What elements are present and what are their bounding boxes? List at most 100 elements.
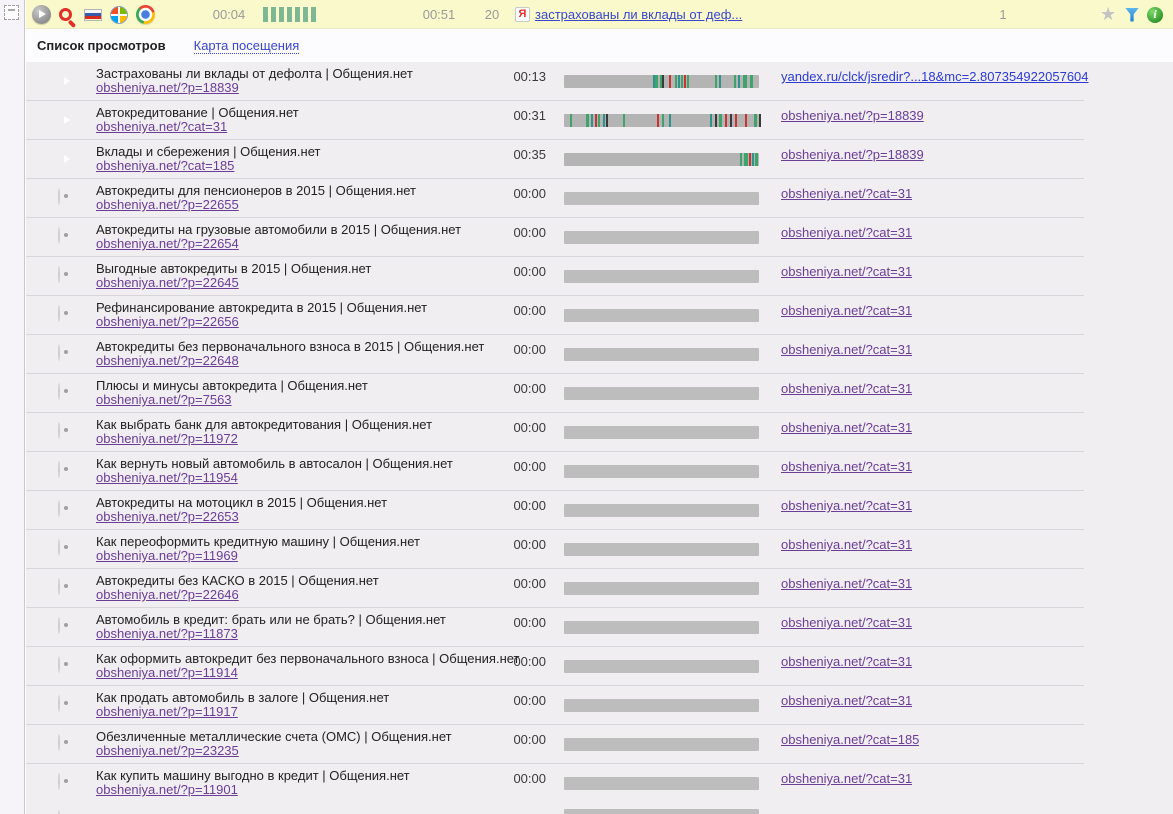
page-url-link[interactable]: obsheniya.net/?p=11917 — [96, 704, 238, 719]
referrer-link[interactable]: obsheniya.net/?cat=31 — [781, 186, 913, 201]
timeline-bar — [564, 809, 759, 814]
page-url-link[interactable]: obsheniya.net/?p=11972 — [96, 431, 238, 446]
info-icon: i — [1147, 6, 1163, 23]
table-row: Застрахованы ли вклады от дефолта | Обще… — [26, 62, 1173, 101]
timeline-bar — [564, 114, 761, 127]
table-row: Автокредиты без первоначального взноса в… — [26, 335, 1173, 374]
referrer-link[interactable]: yandex.ru/clck/jsredir?...18&mc=2.807354… — [781, 69, 1089, 84]
row-play-button[interactable] — [57, 422, 61, 439]
record-dot-icon — [58, 461, 60, 478]
referrer-link[interactable]: obsheniya.net/?cat=31 — [781, 576, 913, 591]
row-play-button[interactable] — [57, 266, 61, 283]
search-query-link[interactable]: застрахованы ли вклады от деф... — [535, 7, 743, 22]
row-play-button[interactable] — [57, 188, 61, 205]
table-row: Автокредиты на грузовые автомобили в 201… — [26, 218, 1173, 257]
tab-visit-map[interactable]: Карта посещения — [193, 37, 300, 54]
record-dot-icon — [58, 539, 60, 556]
row-titles: Как вернуть новый автомобиль в автосалон… — [96, 457, 516, 485]
row-play-button[interactable] — [57, 500, 61, 517]
row-play-button[interactable] — [57, 305, 61, 322]
referrer: obsheniya.net/?cat=31 — [781, 381, 912, 396]
page-url-link[interactable]: obsheniya.net/?p=22653 — [96, 509, 239, 524]
row-play-button[interactable] — [57, 461, 61, 478]
collapse-window-icon[interactable] — [4, 5, 19, 20]
referrer-link[interactable]: obsheniya.net/?cat=31 — [781, 537, 913, 552]
referrer-link[interactable]: obsheniya.net/?cat=31 — [781, 225, 913, 240]
referrer-link[interactable]: obsheniya.net/?cat=31 — [781, 693, 913, 708]
page-url-link[interactable]: obsheniya.net/?p=11969 — [96, 548, 238, 563]
timeline-bar — [564, 621, 759, 634]
row-play-button[interactable] — [57, 344, 61, 361]
info-button[interactable]: i — [1147, 0, 1163, 29]
referrer: obsheniya.net/?cat=31 — [781, 303, 912, 318]
row-play-button[interactable] — [57, 656, 61, 673]
page-url-link[interactable]: obsheniya.net/?p=22654 — [96, 236, 239, 251]
referrer-link[interactable]: obsheniya.net/?cat=31 — [781, 459, 913, 474]
referrer-link[interactable]: obsheniya.net/?cat=31 — [781, 654, 913, 669]
tab-views-list[interactable]: Список просмотров — [37, 38, 166, 53]
referrer-link[interactable]: obsheniya.net/?cat=31 — [781, 264, 913, 279]
referrer-link[interactable]: obsheniya.net/?p=18839 — [781, 108, 924, 123]
page-url-link[interactable]: obsheniya.net/?p=11914 — [96, 665, 238, 680]
page-url-link[interactable]: obsheniya.net/?p=22656 — [96, 314, 239, 329]
page-title: Выгодные автокредиты в 2015 | Общения.не… — [96, 261, 372, 276]
page-url-link[interactable]: obsheniya.net/?p=11901 — [96, 782, 238, 797]
filter-button[interactable] — [1125, 0, 1139, 29]
play-button[interactable] — [32, 0, 51, 29]
referrer-link[interactable]: obsheniya.net/?cat=31 — [781, 498, 913, 513]
row-play-button[interactable] — [57, 734, 61, 751]
page-title: Как переоформить кредитную машину | Обще… — [96, 534, 420, 549]
view-duration: 00:31 — [513, 108, 546, 123]
page-url-link[interactable]: obsheniya.net/?p=11873 — [96, 626, 238, 641]
row-play-button[interactable] — [57, 617, 61, 634]
referrer-link[interactable]: obsheniya.net/?cat=31 — [781, 342, 913, 357]
referrer-link[interactable]: obsheniya.net/?cat=31 — [781, 303, 913, 318]
referrer-link[interactable]: obsheniya.net/?cat=31 — [781, 771, 913, 786]
record-dot-icon — [58, 695, 60, 712]
referrer: obsheniya.net/?cat=31 — [781, 537, 912, 552]
page-url-link[interactable]: obsheniya.net/?p=18839 — [96, 80, 239, 95]
country-flag-russia-icon — [84, 0, 102, 29]
page-url-link[interactable]: obsheniya.net/?cat=185 — [96, 158, 235, 173]
page-url-link[interactable]: obsheniya.net/?p=22648 — [96, 353, 239, 368]
referrer-link[interactable]: obsheniya.net/?cat=185 — [781, 732, 920, 747]
row-play-button[interactable] — [57, 227, 61, 244]
referrer-link[interactable]: obsheniya.net/?cat=31 — [781, 615, 913, 630]
page-url-link[interactable]: obsheniya.net/?cat=31 — [96, 119, 228, 134]
row-play-button[interactable] — [57, 578, 61, 595]
record-dot-icon — [58, 305, 60, 322]
page-url-link[interactable]: obsheniya.net/?p=22646 — [96, 587, 239, 602]
page-url: obsheniya.net/?p=11914 — [96, 666, 516, 680]
page-url: obsheniya.net/?p=11972 — [96, 432, 516, 446]
table-row: Как купить машину выгодно в кредит | Общ… — [26, 764, 1173, 803]
view-duration: 00:00 — [513, 732, 546, 747]
record-dot-icon — [58, 810, 60, 814]
page-url-link[interactable]: obsheniya.net/?p=23235 — [96, 743, 239, 758]
page-url-link[interactable]: obsheniya.net/?p=11954 — [96, 470, 238, 485]
row-play-button[interactable] — [57, 539, 61, 556]
timeline-bar — [564, 738, 759, 751]
referrer-link[interactable]: obsheniya.net/?cat=31 — [781, 381, 913, 396]
page-url-link[interactable]: obsheniya.net/?p=7563 — [96, 392, 232, 407]
page-url-link[interactable]: obsheniya.net/?p=22655 — [96, 197, 239, 212]
timeline-bar — [564, 699, 759, 712]
page-title: Автокредиты на грузовые автомобили в 201… — [96, 222, 462, 237]
search-source-icon — [59, 0, 72, 29]
page-url: obsheniya.net/?p=22648 — [96, 354, 516, 368]
view-duration: 00:00 — [513, 381, 546, 396]
referrer-link[interactable]: obsheniya.net/?p=18839 — [781, 147, 924, 162]
row-play-button[interactable] — [57, 773, 61, 790]
referrer-link[interactable]: obsheniya.net/?cat=31 — [781, 420, 913, 435]
row-play-button[interactable] — [57, 383, 61, 400]
timeline-bar — [564, 387, 759, 400]
timeline-bar — [564, 777, 759, 790]
favorite-star-icon[interactable]: ★ — [1100, 4, 1117, 24]
page-title: Автокредиты без первоначального взноса в… — [96, 339, 485, 354]
row-play-button[interactable] — [57, 695, 61, 712]
page-url-link[interactable]: obsheniya.net/?p=22645 — [96, 275, 239, 290]
row-titles: Как выбрать банк для автокредитования | … — [96, 418, 516, 446]
table-row: Как переоформить кредитную машину | Обще… — [26, 530, 1173, 569]
record-dot-icon — [58, 656, 60, 673]
referrer: obsheniya.net/?cat=185 — [781, 732, 919, 747]
magnifier-icon — [59, 8, 72, 21]
